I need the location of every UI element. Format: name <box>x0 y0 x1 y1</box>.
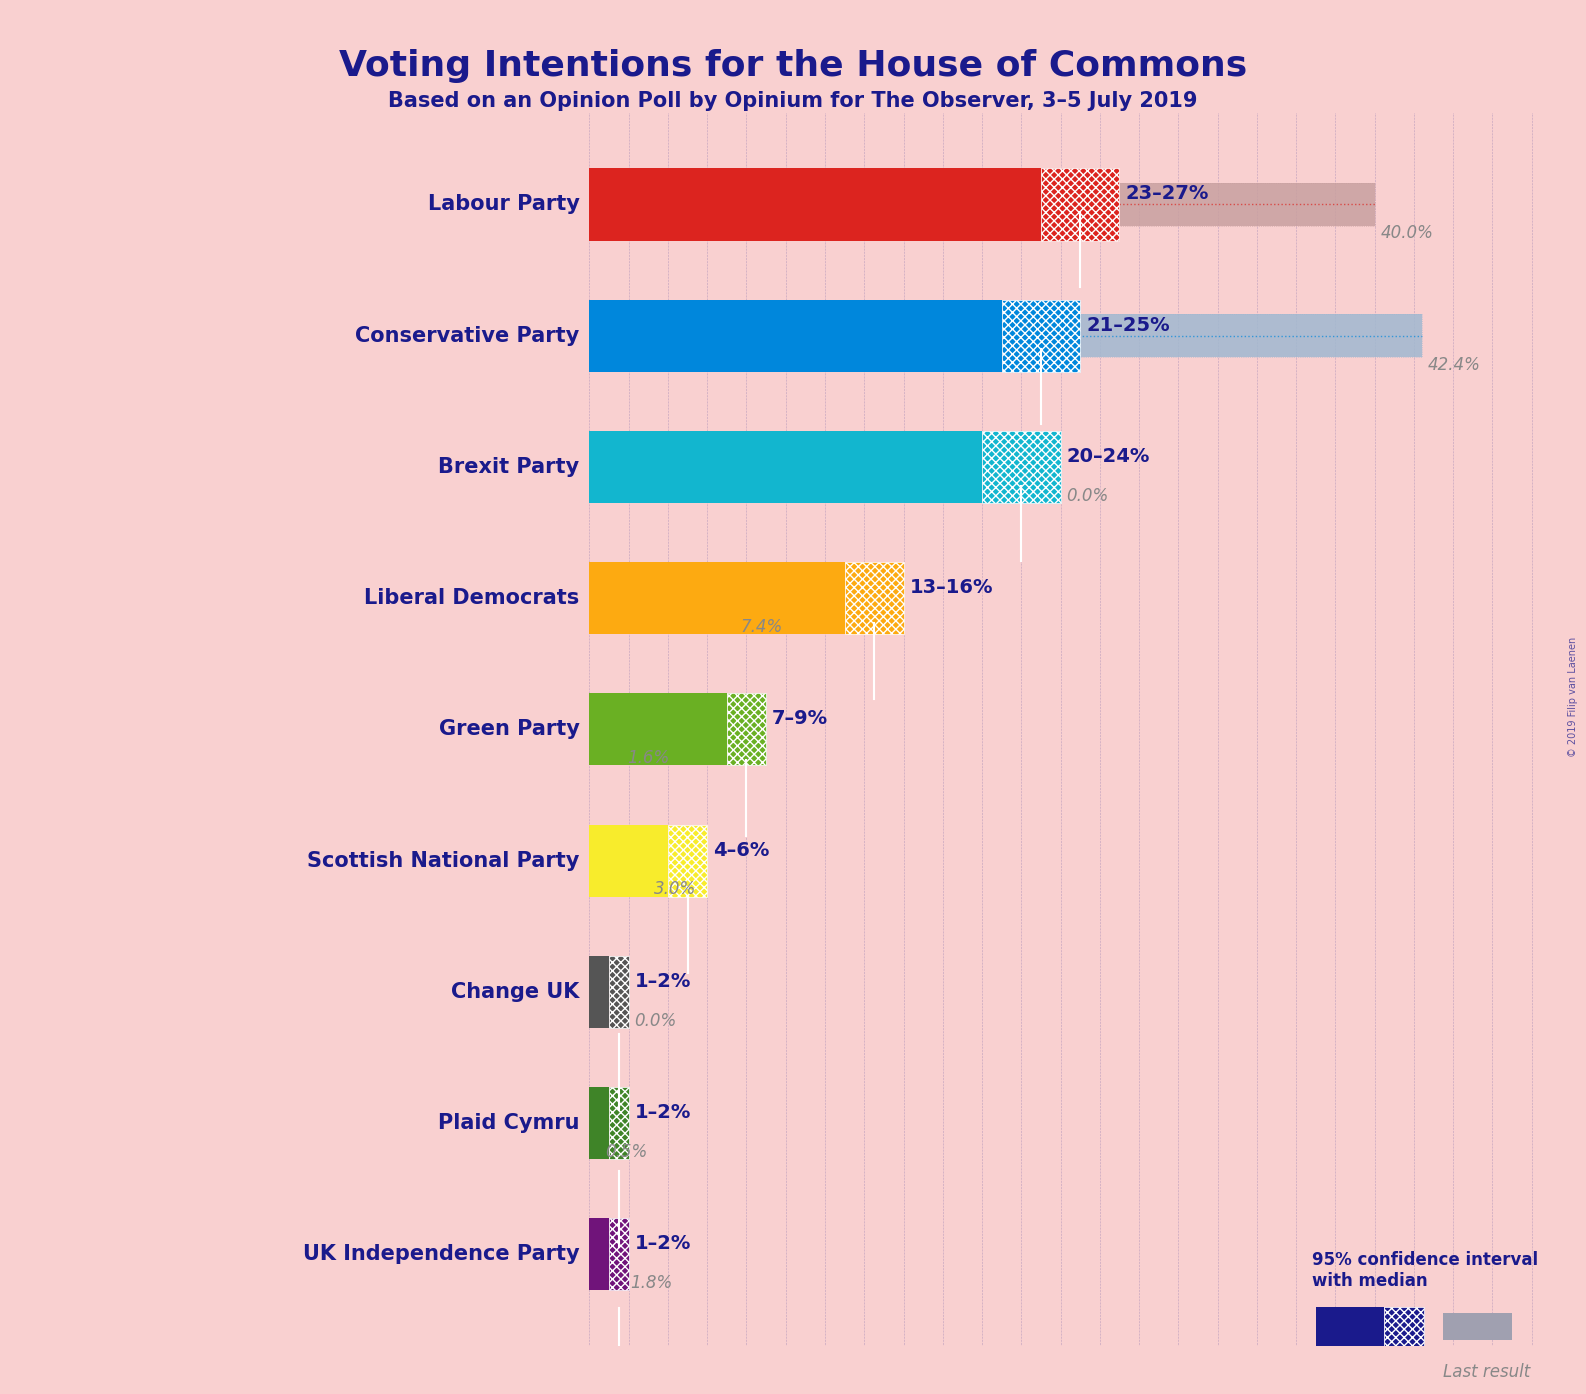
Bar <box>590 1087 609 1160</box>
Bar <box>845 562 904 634</box>
Bar <box>590 1101 600 1144</box>
Text: 23–27%: 23–27% <box>1126 184 1209 204</box>
Text: Brexit Party: Brexit Party <box>438 457 579 477</box>
Text: 21–25%: 21–25% <box>1086 315 1170 335</box>
Text: 1–2%: 1–2% <box>634 1103 691 1122</box>
Bar <box>668 824 707 896</box>
Text: 7–9%: 7–9% <box>772 710 828 729</box>
Text: Conservative Party: Conservative Party <box>355 326 579 346</box>
Bar <box>590 431 982 503</box>
Bar <box>1316 1306 1385 1347</box>
Bar <box>590 300 1002 372</box>
Bar <box>590 183 1375 226</box>
Text: 0.5%: 0.5% <box>606 1143 647 1161</box>
Bar <box>590 314 1421 357</box>
Text: Scottish National Party: Scottish National Party <box>308 850 579 871</box>
Text: 1–2%: 1–2% <box>634 972 691 991</box>
Bar <box>1002 300 1080 372</box>
Bar <box>982 431 1061 503</box>
Text: 1–2%: 1–2% <box>634 1234 691 1253</box>
Text: 13–16%: 13–16% <box>909 579 993 597</box>
Text: 0.0%: 0.0% <box>634 1012 677 1030</box>
Text: 3.0%: 3.0% <box>653 881 696 899</box>
Text: 0.0%: 0.0% <box>1066 487 1109 505</box>
Bar <box>609 1087 628 1160</box>
Bar <box>590 956 609 1027</box>
Bar <box>590 839 649 882</box>
Text: Change UK: Change UK <box>450 981 579 1002</box>
Text: 7.4%: 7.4% <box>741 618 783 636</box>
Bar <box>1385 1306 1424 1347</box>
Bar <box>590 1232 625 1276</box>
Text: Last result: Last result <box>1443 1363 1530 1381</box>
Text: Based on an Opinion Poll by Opinium for The Observer, 3–5 July 2019: Based on an Opinion Poll by Opinium for … <box>389 91 1197 110</box>
Bar <box>590 839 649 882</box>
Bar <box>590 169 1040 241</box>
Text: Green Party: Green Party <box>439 719 579 739</box>
Bar <box>590 708 620 751</box>
Text: 20–24%: 20–24% <box>1066 447 1150 466</box>
Text: 1.6%: 1.6% <box>626 749 669 767</box>
Bar <box>1040 169 1120 241</box>
Bar <box>726 693 766 765</box>
Text: Labour Party: Labour Party <box>428 194 579 215</box>
Text: 40.0%: 40.0% <box>1380 224 1434 243</box>
Text: 1.8%: 1.8% <box>631 1274 672 1292</box>
Text: UK Independence Party: UK Independence Party <box>303 1245 579 1264</box>
Bar <box>590 577 734 620</box>
Bar <box>590 824 668 896</box>
Bar <box>590 1218 609 1291</box>
Bar <box>609 1218 628 1291</box>
Text: Plaid Cymru: Plaid Cymru <box>438 1112 579 1133</box>
Bar <box>590 183 1375 226</box>
Text: 4–6%: 4–6% <box>714 841 769 860</box>
Text: © 2019 Filip van Laenen: © 2019 Filip van Laenen <box>1569 637 1578 757</box>
Bar <box>590 562 845 634</box>
Bar <box>590 1232 625 1276</box>
Bar <box>590 314 1421 357</box>
Text: 95% confidence interval
with median: 95% confidence interval with median <box>1312 1250 1538 1289</box>
Text: 42.4%: 42.4% <box>1427 355 1481 374</box>
Bar <box>609 956 628 1027</box>
Bar <box>590 708 620 751</box>
Text: Liberal Democrats: Liberal Democrats <box>365 588 579 608</box>
Bar <box>590 1101 600 1144</box>
Bar <box>1443 1313 1511 1340</box>
Bar <box>590 693 726 765</box>
Bar <box>590 577 734 620</box>
Text: Voting Intentions for the House of Commons: Voting Intentions for the House of Commo… <box>339 49 1247 82</box>
